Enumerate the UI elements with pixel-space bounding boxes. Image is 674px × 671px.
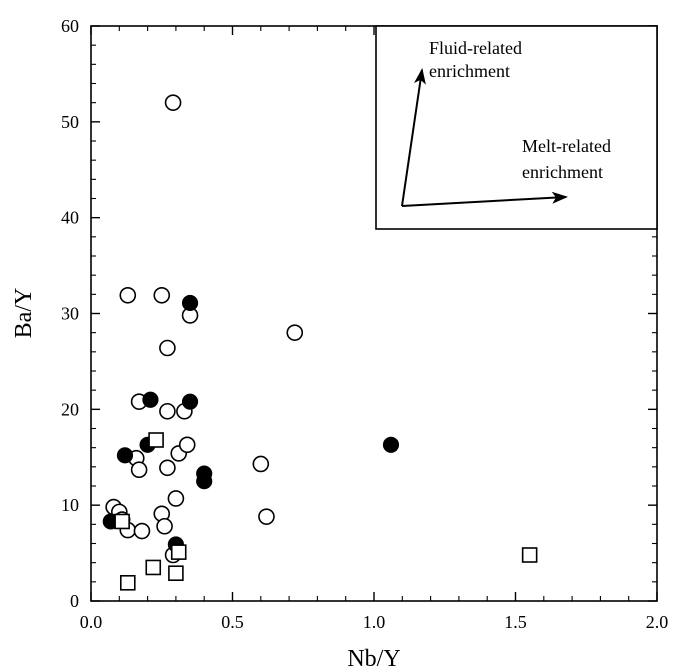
melt-label-line2: enrichment <box>522 162 603 182</box>
filled-circle-point <box>196 473 213 490</box>
open-circle-point <box>258 508 275 525</box>
x-tick-label: 2.0 <box>646 612 669 632</box>
open-circle-point <box>153 286 171 304</box>
open-square-point <box>119 574 136 591</box>
open-square-point <box>170 544 187 560</box>
open-circle-point <box>156 517 173 535</box>
y-tick-label: 50 <box>61 112 79 132</box>
open-circle-point <box>119 286 137 304</box>
open-circle-point <box>130 461 148 479</box>
y-axis-ticks: 0 10 20 30 40 50 60 <box>61 16 657 611</box>
open-circle-point <box>159 339 176 357</box>
fluid-enrichment-arrow <box>401 68 426 207</box>
y-tick-label: 20 <box>61 399 79 419</box>
filled-circle-point <box>142 391 159 408</box>
melt-enrichment-arrow <box>401 191 568 207</box>
open-circle-point <box>164 94 182 111</box>
open-circle-point <box>133 522 151 540</box>
y-tick-label: 10 <box>61 495 79 515</box>
open-circle-point <box>252 455 270 473</box>
fluid-label-line2: enrichment <box>429 61 510 81</box>
inset-box <box>375 25 658 230</box>
y-tick-label: 0 <box>70 591 79 611</box>
melt-label-line1: Melt-related <box>522 136 611 156</box>
y-tick-label: 60 <box>61 16 79 36</box>
open-circle-point <box>167 490 185 507</box>
x-tick-label: 1.5 <box>504 612 527 632</box>
filled-circle-point <box>181 393 199 410</box>
filled-circle-point <box>382 436 400 453</box>
fluid-label-line1: Fluid-related <box>429 38 522 58</box>
open-square-point <box>145 559 162 576</box>
filled-circle-point <box>116 447 134 464</box>
data-points <box>102 94 538 591</box>
y-tick-label: 40 <box>61 208 79 228</box>
open-circle-point <box>178 436 196 454</box>
open-circle-point <box>159 402 176 420</box>
open-square-point <box>148 432 164 448</box>
x-axis-title: Nb/Y <box>347 646 400 671</box>
open-square-point <box>168 565 184 582</box>
open-square-point <box>521 547 538 563</box>
x-tick-label: 1.0 <box>363 612 386 632</box>
x-tick-label: 0.5 <box>221 612 244 632</box>
open-circle-point <box>159 459 176 477</box>
enrichment-vector-inset: Fluid-related enrichment Melt-related en… <box>375 25 658 230</box>
x-tick-label: 0.0 <box>80 612 103 632</box>
y-axis-title: Ba/Y <box>11 288 37 339</box>
open-circle-point <box>286 324 304 341</box>
filled-circle-point <box>181 294 199 312</box>
y-tick-label: 30 <box>61 304 79 324</box>
open-square-point <box>114 513 130 530</box>
